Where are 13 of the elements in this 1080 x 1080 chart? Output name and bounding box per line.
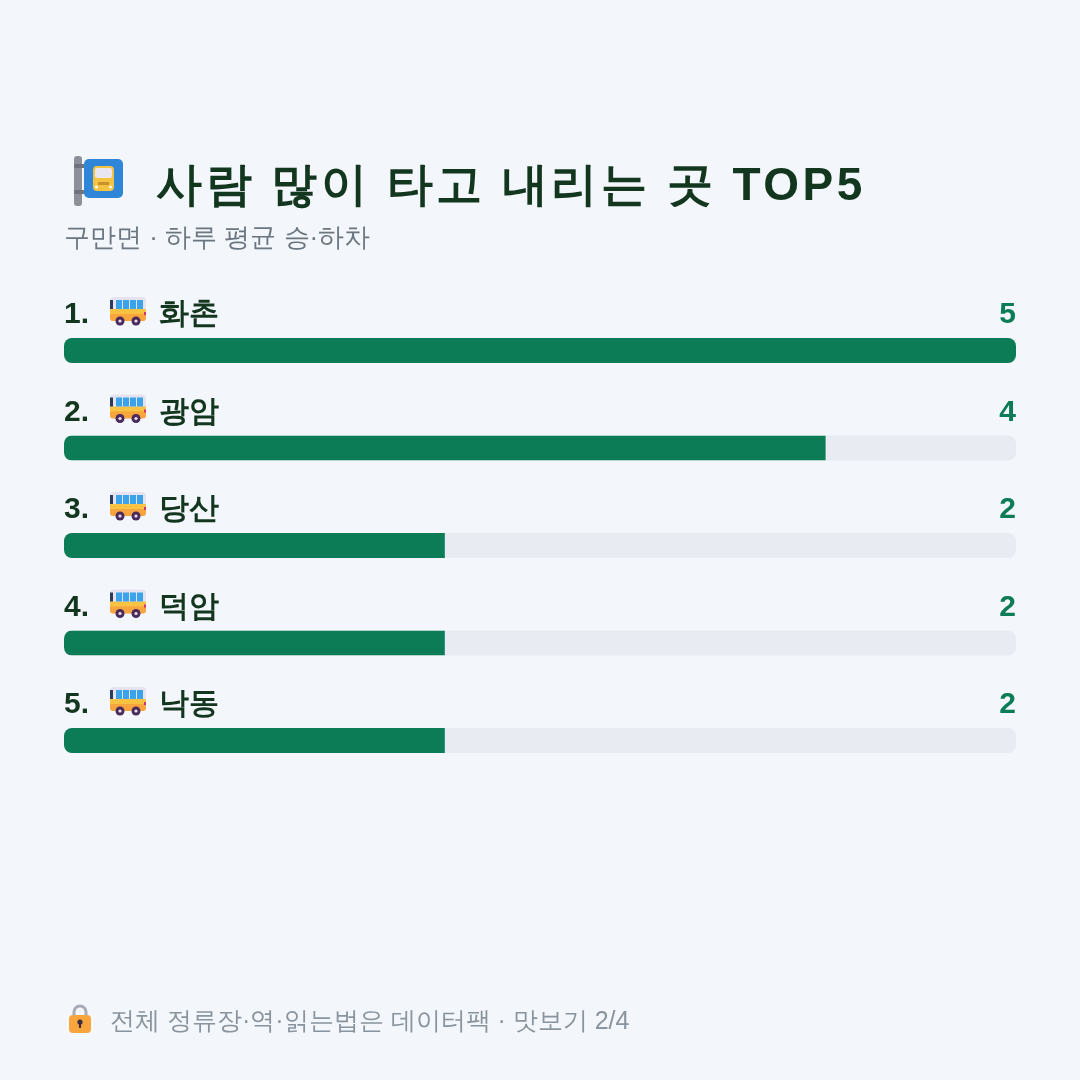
- data-label: 4: [999, 393, 1017, 427]
- data-label: 2: [999, 588, 1016, 622]
- data-label: 5: [999, 296, 1016, 329]
- category-label: 3. 당산: [64, 491, 220, 524]
- category-label: 5. 낙동: [64, 686, 220, 719]
- text: 전체 정류장·역·읽는법은 데이터팩 · 맛보기 2/4: [110, 1006, 630, 1034]
- category-label: 4. 덕암: [64, 588, 220, 622]
- data-label: 2: [999, 491, 1016, 524]
- category-label: 2. 광암: [64, 393, 220, 427]
- data-label: 2: [999, 686, 1016, 719]
- chart-subtitle: 구만면 · 하루 평균 승·하차: [64, 222, 371, 252]
- chart-title: 사람 많이 타고 내리는 곳 TOP5: [156, 158, 866, 210]
- category-label: 1. 화촌: [64, 296, 220, 329]
